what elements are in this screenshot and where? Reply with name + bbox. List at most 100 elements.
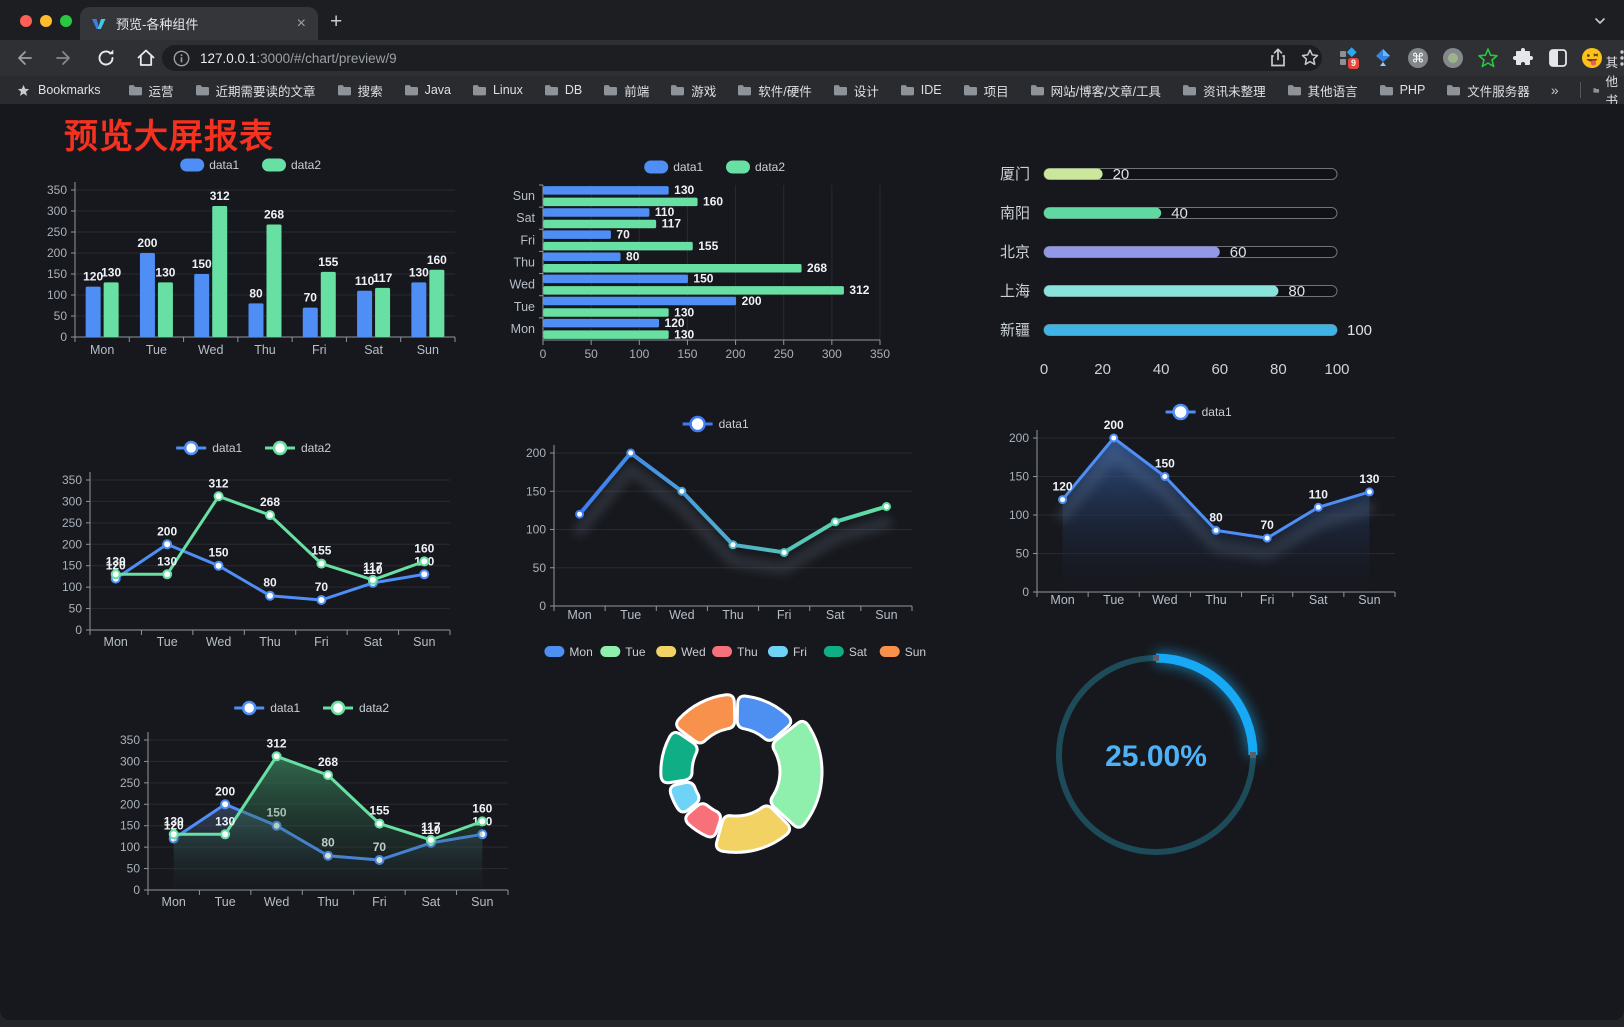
svg-text:Tue: Tue — [157, 635, 178, 649]
bookmark-folder[interactable]: PHP — [1379, 83, 1425, 97]
bookmark-folder[interactable]: 近期需要读的文章 — [195, 81, 316, 100]
svg-text:80: 80 — [263, 576, 277, 590]
bookmark-folder[interactable]: 游戏 — [670, 81, 716, 100]
url-text[interactable]: 127.0.0.1:3000/#/chart/preview/9 — [200, 50, 397, 66]
svg-text:Sun: Sun — [413, 635, 435, 649]
bookmark-folder[interactable]: Java — [404, 83, 451, 97]
darkreader-extension-icon[interactable] — [1546, 46, 1570, 70]
folder-icon — [1447, 84, 1461, 95]
forward-icon[interactable] — [52, 46, 76, 70]
svg-text:data1: data1 — [719, 417, 749, 431]
svg-text:130: 130 — [674, 305, 694, 319]
bookmark-folder[interactable]: 软件/硬件 — [737, 81, 812, 100]
tab-search-chevron-icon[interactable] — [1592, 13, 1608, 29]
svg-text:60: 60 — [1230, 244, 1247, 261]
bookmark-folder[interactable]: Linux — [472, 83, 523, 97]
dot-extension-icon[interactable] — [1441, 46, 1465, 70]
svg-text:50: 50 — [584, 347, 598, 361]
svg-text:Tue: Tue — [620, 608, 641, 622]
bookmarks-overflow-chevron[interactable]: » — [1550, 82, 1559, 98]
bookmark-folder[interactable]: 搜索 — [337, 81, 383, 100]
folder-icon — [833, 84, 847, 95]
bookmark-folder-label: 前端 — [624, 84, 650, 99]
svg-text:110: 110 — [1309, 487, 1329, 501]
favicon-icon — [92, 18, 106, 29]
browser-tab[interactable]: 预览-各种组件 × — [80, 7, 318, 40]
svg-text:130: 130 — [155, 265, 175, 279]
svg-text:Fri: Fri — [312, 343, 327, 357]
toolbar: 127.0.0.1:3000/#/chart/preview/9 9 ⌘ — [0, 40, 1624, 76]
minimize-window-button[interactable] — [40, 15, 52, 27]
reload-icon[interactable] — [94, 46, 118, 70]
bookmark-folder[interactable]: 运营 — [128, 81, 174, 100]
svg-text:Fri: Fri — [372, 895, 387, 909]
svg-text:120: 120 — [665, 316, 685, 330]
svg-text:0: 0 — [539, 599, 546, 613]
star-extension-icon[interactable] — [1476, 46, 1500, 70]
bookmark-folder[interactable]: 网站/博客/文章/工具 — [1030, 81, 1161, 100]
svg-text:data2: data2 — [755, 160, 785, 174]
close-window-button[interactable] — [20, 15, 32, 27]
bookmark-folder[interactable]: 其他语言 — [1287, 81, 1358, 100]
svg-text:Fri: Fri — [777, 608, 792, 622]
kite-extension-icon[interactable] — [1371, 46, 1395, 70]
svg-text:Tue: Tue — [514, 300, 535, 314]
bookmark-folder[interactable]: IDE — [900, 83, 942, 97]
chart-rose-pie: Mon Tue Wed Thu Fri Sat Sun — [520, 640, 950, 890]
svg-text:160: 160 — [414, 541, 434, 555]
svg-text:Sat: Sat — [363, 635, 382, 649]
svg-text:data1: data1 — [673, 160, 703, 174]
svg-text:0: 0 — [1022, 585, 1029, 599]
bookmark-folder[interactable]: DB — [544, 83, 582, 97]
share-icon[interactable] — [1266, 46, 1290, 70]
bookmark-folder-label: 软件/硬件 — [758, 84, 812, 99]
browser-menu-icon[interactable] — [1610, 46, 1624, 70]
bookmark-star-icon[interactable] — [1298, 46, 1322, 70]
bookmark-folder[interactable]: 资讯未整理 — [1182, 81, 1266, 100]
svg-text:Wed: Wed — [198, 343, 224, 357]
tab-close-icon[interactable]: × — [296, 14, 306, 32]
chart-line-area-dual: 0 50 100 150 200 250 300 350 Mon Tue Wed Thu Fri Sat S… — [98, 690, 528, 925]
svg-text:Sun: Sun — [417, 343, 439, 357]
svg-text:150: 150 — [1155, 457, 1175, 471]
site-info-icon[interactable] — [173, 50, 190, 67]
bookmark-folder[interactable]: 项目 — [963, 81, 1009, 100]
zoom-window-button[interactable] — [60, 15, 72, 27]
svg-text:Sun: Sun — [471, 895, 493, 909]
svg-text:120: 120 — [164, 819, 184, 833]
svg-text:110: 110 — [363, 563, 383, 577]
svg-text:50: 50 — [54, 309, 68, 323]
bookmark-folder[interactable]: 前端 — [603, 81, 649, 100]
svg-text:100: 100 — [1347, 322, 1372, 339]
svg-text:350: 350 — [120, 733, 140, 747]
svg-text:Tue: Tue — [215, 895, 236, 909]
svg-text:130: 130 — [106, 554, 126, 568]
back-icon[interactable] — [12, 46, 36, 70]
bookmarks-manager[interactable]: Bookmarks — [16, 83, 101, 98]
svg-text:40: 40 — [1153, 361, 1170, 378]
home-icon[interactable] — [134, 46, 158, 70]
svg-text:200: 200 — [157, 524, 177, 538]
svg-text:200: 200 — [1104, 418, 1124, 432]
command-extension-icon[interactable]: ⌘ — [1406, 46, 1430, 70]
svg-text:100: 100 — [526, 523, 546, 537]
svg-text:250: 250 — [120, 776, 140, 790]
svg-text:130: 130 — [157, 554, 177, 568]
svg-text:Sat: Sat — [516, 211, 535, 225]
folder-icon — [1030, 84, 1044, 95]
puzzle-extension-icon[interactable] — [1511, 46, 1535, 70]
new-tab-button[interactable]: + — [330, 10, 343, 33]
bookmark-folder[interactable]: 设计 — [833, 81, 879, 100]
bookmark-folder[interactable]: 文件服务器 — [1446, 81, 1530, 100]
svg-text:Thu: Thu — [722, 608, 744, 622]
svg-text:300: 300 — [822, 347, 842, 361]
bookmark-folder-label: Java — [424, 83, 451, 97]
bookmark-folder-label: 搜索 — [357, 84, 383, 99]
extension-grid-icon[interactable]: 9 — [1336, 46, 1360, 70]
svg-text:上海: 上海 — [1000, 283, 1030, 300]
svg-text:Tue: Tue — [625, 645, 646, 659]
emoji-extension-icon[interactable] — [1580, 46, 1604, 70]
svg-text:312: 312 — [849, 283, 869, 297]
address-bar[interactable]: 127.0.0.1:3000/#/chart/preview/9 — [162, 45, 1322, 71]
chart-line-area: 0 50 100 150 200 Mon Tue Wed Thu Fri Sat Sun 120 200 1… — [985, 386, 1415, 621]
